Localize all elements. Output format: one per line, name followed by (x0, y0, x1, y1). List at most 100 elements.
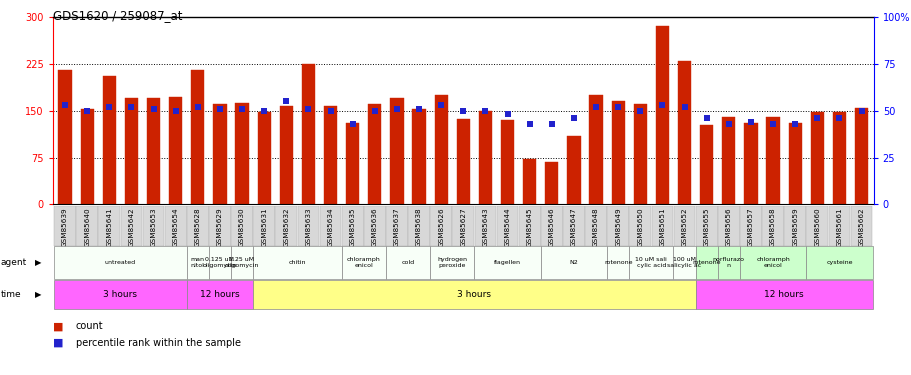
Bar (58, 70, 72, 204)
Bar (545, 162, 558, 204)
Text: chloramph
enicol: chloramph enicol (346, 257, 380, 268)
Bar (209, 206, 230, 246)
Text: GSM85660: GSM85660 (814, 207, 819, 247)
Point (654, 102, 669, 108)
Text: man
nitol: man nitol (190, 257, 205, 268)
Text: GSM85649: GSM85649 (615, 207, 620, 247)
Text: GSM85653: GSM85653 (150, 207, 157, 247)
Point (522, 121, 537, 127)
Bar (320, 206, 341, 246)
Bar (213, 104, 226, 204)
Point (367, 108, 382, 114)
Text: ■: ■ (53, 321, 64, 331)
Bar (522, 159, 536, 204)
Bar (832, 112, 845, 204)
Bar (390, 98, 404, 204)
Text: GSM85659: GSM85659 (792, 207, 797, 247)
Text: GSM85641: GSM85641 (107, 207, 112, 247)
Text: GSM85642: GSM85642 (128, 207, 134, 247)
Bar (54, 206, 76, 246)
Bar (695, 206, 717, 246)
Bar (607, 246, 629, 279)
Bar (589, 95, 602, 204)
Bar (611, 101, 624, 204)
Bar (672, 246, 695, 279)
Bar (434, 95, 447, 204)
Bar (629, 246, 672, 279)
Point (80, 108, 95, 114)
Bar (98, 206, 120, 246)
Text: N2: N2 (568, 260, 578, 265)
Text: GSM85627: GSM85627 (460, 207, 466, 247)
Text: GDS1620 / 259087_at: GDS1620 / 259087_at (53, 9, 182, 22)
Text: GSM85661: GSM85661 (835, 207, 842, 247)
Text: GSM85636: GSM85636 (372, 207, 377, 247)
Text: GSM85645: GSM85645 (526, 207, 532, 247)
Bar (567, 136, 580, 204)
Bar (253, 206, 275, 246)
Text: GSM85632: GSM85632 (283, 207, 289, 247)
Bar (280, 106, 292, 204)
Point (102, 104, 117, 110)
Point (699, 115, 713, 121)
Bar (187, 206, 209, 246)
Bar (500, 120, 514, 204)
Bar (585, 206, 606, 246)
Text: rotenone: rotenone (691, 260, 720, 265)
Bar (722, 117, 734, 204)
Bar (142, 206, 164, 246)
Bar (385, 246, 430, 279)
Text: GSM85644: GSM85644 (504, 207, 510, 247)
Point (411, 106, 425, 112)
Bar (673, 206, 694, 246)
Text: GSM85655: GSM85655 (703, 207, 709, 247)
Bar (345, 123, 359, 204)
Text: norflurazo
n: norflurazo n (712, 257, 744, 268)
Bar (275, 206, 297, 246)
Bar (230, 246, 253, 279)
Text: GSM85626: GSM85626 (437, 207, 444, 247)
Bar (302, 64, 314, 204)
Bar (368, 104, 381, 204)
Text: hydrogen
peroxide: hydrogen peroxide (436, 257, 466, 268)
Text: GSM85628: GSM85628 (195, 207, 200, 247)
Text: 1.25 uM
oligomycin: 1.25 uM oligomycin (225, 257, 259, 268)
Bar (253, 246, 342, 279)
Point (322, 108, 337, 114)
Bar (385, 206, 407, 246)
Point (787, 121, 802, 127)
Text: 10 uM sali
cylic acid: 10 uM sali cylic acid (635, 257, 667, 268)
Text: GSM85647: GSM85647 (570, 207, 577, 247)
Text: percentile rank within the sample: percentile rank within the sample (76, 338, 241, 348)
Bar (120, 206, 142, 246)
Point (57, 102, 72, 108)
Bar (850, 206, 872, 246)
Bar (783, 206, 805, 246)
Point (610, 104, 625, 110)
Bar (77, 206, 97, 246)
Text: GSM85634: GSM85634 (327, 207, 333, 247)
Bar (765, 117, 779, 204)
Bar (342, 206, 363, 246)
Bar (430, 246, 474, 279)
Bar (147, 98, 160, 204)
Bar (650, 206, 672, 246)
Bar (629, 206, 650, 246)
Point (389, 106, 404, 112)
Text: GSM85657: GSM85657 (747, 207, 753, 247)
Bar (854, 108, 867, 204)
Bar (633, 104, 646, 204)
Text: GSM85635: GSM85635 (349, 207, 355, 247)
Text: GSM85654: GSM85654 (172, 207, 179, 247)
Bar (323, 106, 337, 204)
Bar (805, 206, 827, 246)
Bar (655, 26, 669, 204)
Bar (54, 246, 187, 279)
Text: GSM85640: GSM85640 (84, 207, 90, 247)
Bar (717, 206, 739, 246)
Bar (677, 61, 691, 204)
Text: count: count (76, 321, 103, 331)
Text: GSM85646: GSM85646 (548, 207, 554, 247)
Text: GSM85643: GSM85643 (482, 207, 488, 247)
Bar (342, 246, 385, 279)
